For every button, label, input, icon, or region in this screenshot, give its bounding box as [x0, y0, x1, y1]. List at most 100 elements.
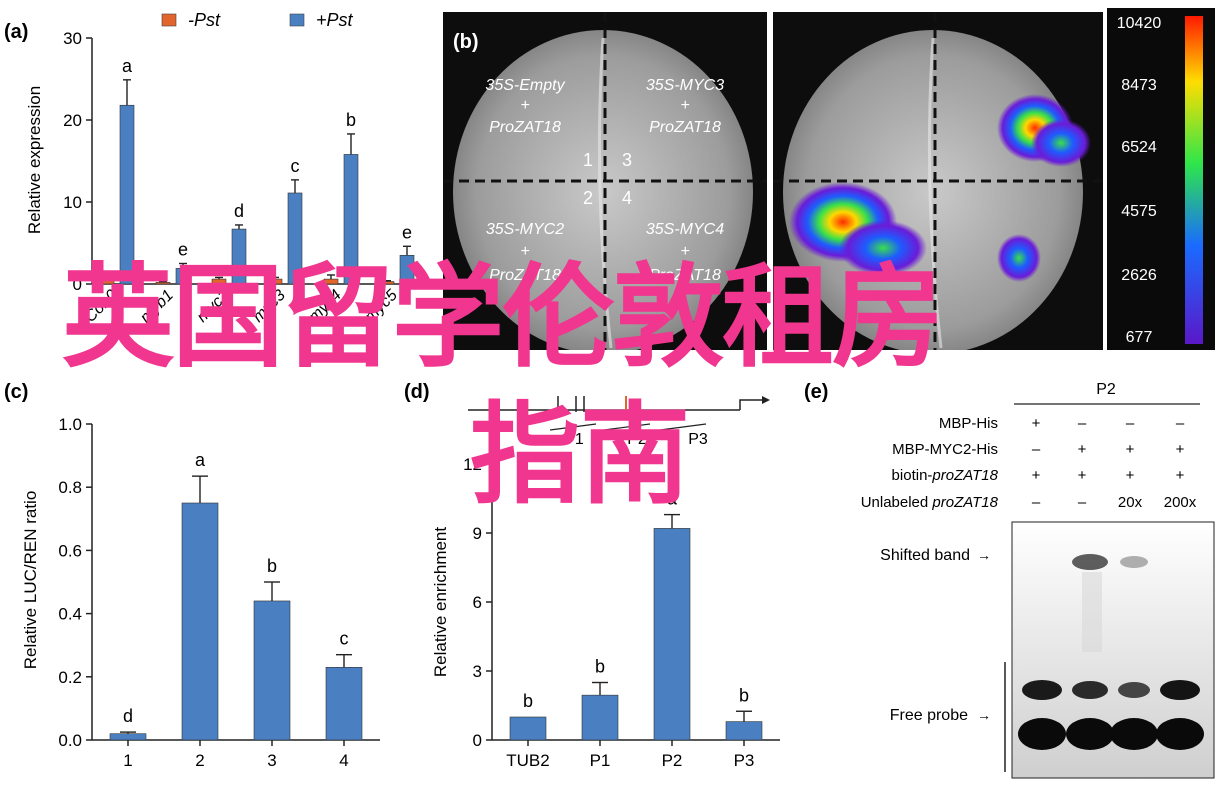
panel-a-label: (a) — [4, 21, 28, 43]
quadrant-number-1: 1 — [583, 150, 593, 170]
significance-letter: b — [267, 556, 277, 576]
y-tick-label: 6 — [473, 593, 482, 612]
panel-c: (c) Relative LUC/REN ratio 0.0 0.2 0.4 0.6 0… — [0, 372, 400, 780]
panel-a-chart: (a) -Pst +Pst Relative expression 0 10 20 3… — [4, 10, 428, 327]
legend-swatch-minus — [161, 13, 177, 27]
quadrant-number-2: 2 — [583, 188, 593, 208]
y-tick-label: 0.6 — [58, 541, 82, 560]
x-tick-label: Col-0 — [82, 287, 121, 326]
bar — [725, 721, 763, 741]
bar — [323, 278, 339, 285]
bar — [509, 716, 547, 741]
x-tick-label: TUB2 — [506, 751, 549, 770]
panel-c-chart: (c) Relative LUC/REN ratio 0.0 0.2 0.4 0.6 0… — [4, 381, 380, 770]
bar — [399, 255, 415, 285]
quadrant-number-4: 4 — [622, 188, 632, 208]
promoter-label-p1: P1 — [564, 431, 584, 448]
luminescence-spot-myc4 — [997, 234, 1041, 282]
panel-d: (d) P1 P2 P3 Relative enrichment 0 3 6 9 12 … — [400, 372, 800, 780]
bar — [231, 228, 247, 285]
x-tick-label: P2 — [662, 751, 683, 770]
bar — [379, 281, 395, 285]
significance-letter: e — [402, 222, 412, 242]
quadrant-4-line2: + — [680, 243, 689, 260]
row-label-mbp-his: MBP-His — [939, 415, 998, 432]
y-tick-label: 30 — [63, 29, 82, 48]
colorbar — [1185, 16, 1203, 344]
y-tick-label: 9 — [473, 524, 482, 543]
quadrant-4-line3: ProZAT18 — [649, 267, 721, 284]
shifted-band-label: Shifted band — [880, 547, 970, 564]
condition-cell: + — [1032, 415, 1041, 432]
shifted-band-lane2 — [1072, 554, 1108, 570]
bar — [175, 268, 191, 285]
x-tick-label: 3 — [267, 751, 276, 770]
quadrant-1-line2: + — [520, 97, 529, 114]
panel-d-chart: (d) P1 P2 P3 Relative enrichment 036912 … — [404, 381, 780, 770]
condition-cell: – — [1078, 494, 1087, 511]
significance-letter: d — [234, 201, 244, 221]
y-tick-label: 0.0 — [58, 731, 82, 750]
y-tick-label: 10 — [63, 193, 82, 212]
quadrant-3-line2: + — [680, 97, 689, 114]
free-probe-arrow: → — [977, 707, 991, 723]
y-tick-label: 20 — [63, 111, 82, 130]
row-label-biotin-probe: biotin-proZAT18 — [892, 467, 999, 484]
colorbar-tick: 677 — [1126, 329, 1153, 346]
y-tick-label: 0.4 — [58, 605, 82, 624]
significance-letter: c — [291, 156, 300, 176]
colorbar-tick: 4575 — [1121, 203, 1157, 220]
bar — [653, 528, 691, 741]
colorbar-tick: 8473 — [1121, 77, 1157, 94]
panel-b-image: (b) 35S-Empty + ProZAT18 35S-MYC3 + ProZ… — [443, 8, 1215, 354]
panel-b: (b) 35S-Empty + ProZAT18 35S-MYC3 + ProZ… — [443, 8, 1217, 354]
condition-cell: + — [1078, 467, 1087, 484]
significance-letter: b — [346, 110, 356, 130]
condition-cell: + — [1032, 467, 1041, 484]
y-axis-label: Relative LUC/REN ratio — [21, 491, 40, 670]
significance-letter: e — [178, 240, 188, 260]
panel-d-label: (d) — [404, 381, 430, 403]
significance-letter: d — [123, 706, 133, 726]
bar — [253, 600, 291, 741]
bar — [325, 667, 363, 741]
panel-e-emsa: (e) P2 MBP-His MBP-MYC2-His biotin-proZA… — [804, 381, 1215, 779]
condition-cell: + — [1078, 441, 1087, 458]
quadrant-4-line1: 35S-MYC4 — [646, 221, 724, 238]
promoter-label-p2: P2 — [627, 431, 647, 448]
x-tick-label: 2 — [195, 751, 204, 770]
bar — [343, 154, 359, 285]
x-tick-label: myc4 — [306, 287, 345, 326]
bar — [155, 282, 171, 285]
quadrant-2-line2: + — [520, 243, 529, 260]
condition-cell: + — [1126, 467, 1135, 484]
condition-cell: + — [1126, 441, 1135, 458]
condition-cell: + — [1176, 467, 1185, 484]
bar — [119, 104, 135, 285]
legend-label-minus: -Pst — [188, 10, 221, 30]
y-tick-label: 0 — [473, 731, 482, 750]
significance-letter: b — [523, 691, 533, 711]
condition-cell: – — [1176, 415, 1185, 432]
quadrant-2-line1: 35S-MYC2 — [486, 221, 564, 238]
x-tick-label: P3 — [734, 751, 755, 770]
legend-label-plus: +Pst — [316, 10, 354, 30]
left-leaf — [453, 30, 753, 354]
significance-letter: a — [667, 489, 678, 509]
bar — [109, 733, 147, 741]
bar — [99, 279, 115, 285]
x-tick-label: 1 — [123, 751, 132, 770]
promoter-label-p3: P3 — [688, 431, 708, 448]
y-axis-label: Relative expression — [25, 86, 44, 234]
free-probe-band-lane1 — [1022, 680, 1062, 700]
condition-cell: – — [1032, 494, 1041, 511]
condition-cell: + — [1176, 441, 1185, 458]
bar — [181, 502, 219, 741]
quadrant-1-line1: 35S-Empty — [485, 77, 565, 94]
x-tick-label: 4 — [339, 751, 348, 770]
bar — [581, 694, 619, 741]
p2-header: P2 — [1096, 381, 1116, 398]
legend: -Pst +Pst — [161, 10, 354, 30]
x-tick-label: myb1 — [137, 287, 177, 327]
condition-cell: – — [1078, 415, 1087, 432]
